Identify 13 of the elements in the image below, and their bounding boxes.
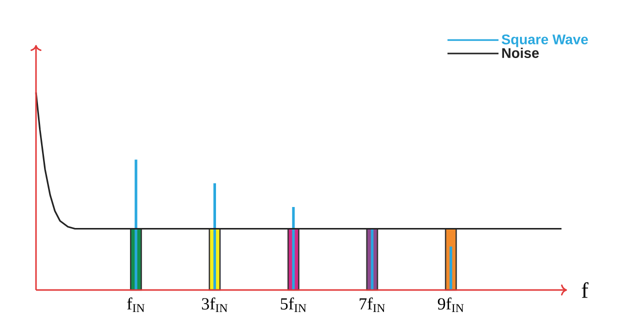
x-axis-title: f <box>582 282 588 298</box>
legend-label: Square Wave <box>502 34 588 48</box>
x-tick-label: f$_{IN}$ <box>127 298 145 312</box>
legend-label: Noise <box>502 48 539 58</box>
bar <box>370 228 374 290</box>
bar <box>292 207 295 290</box>
bar <box>213 183 216 290</box>
x-tick-label: 9f$_{IN}$ <box>438 298 464 312</box>
x-tick-label: 5f$_{IN}$ <box>280 298 306 312</box>
x-tick-label: 7f$_{IN}$ <box>360 298 385 312</box>
bar <box>134 160 138 290</box>
bar <box>450 246 452 290</box>
x-tick-label: 3f$_{IN}$ <box>202 298 228 312</box>
